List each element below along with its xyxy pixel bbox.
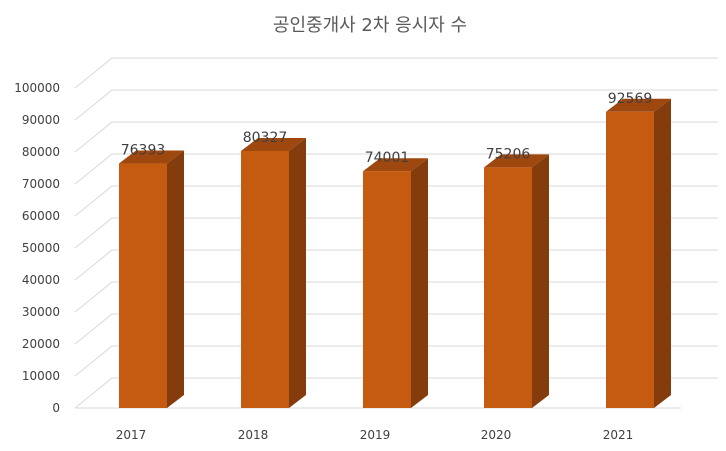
bar-top bbox=[241, 137, 306, 151]
bar-top bbox=[363, 158, 428, 172]
bar-2021 bbox=[606, 98, 671, 408]
gridline-diagonal bbox=[74, 377, 113, 409]
y-tick-label: 70000 bbox=[22, 177, 60, 191]
bar-side bbox=[654, 98, 671, 408]
y-axis: 0 10000 20000 30000 40000 50000 60000 70000 8000… bbox=[14, 81, 60, 415]
x-tick-label: 2020 bbox=[481, 428, 512, 442]
gridline-diagonal bbox=[74, 281, 113, 313]
bars bbox=[119, 98, 671, 408]
bar-front bbox=[119, 163, 167, 408]
gridline-diagonal bbox=[74, 57, 113, 89]
chart-title: 공인중개사 2차 응시자 수 bbox=[273, 15, 467, 36]
gridline-diagonal bbox=[74, 121, 113, 153]
gridline-diagonal bbox=[74, 345, 113, 377]
bar-2019 bbox=[363, 158, 428, 408]
bar-front bbox=[606, 111, 654, 408]
bar-top bbox=[119, 150, 184, 164]
y-tick-label: 100000 bbox=[14, 81, 60, 95]
bar-side bbox=[411, 158, 428, 408]
bar-2017 bbox=[119, 150, 184, 408]
y-tick-label: 10000 bbox=[22, 369, 60, 383]
bar-top bbox=[606, 98, 671, 112]
bar-side bbox=[289, 137, 306, 408]
bar-top bbox=[484, 154, 549, 168]
data-label: 74001 bbox=[365, 150, 410, 166]
bar-2018 bbox=[241, 137, 306, 408]
bar-front bbox=[363, 171, 411, 408]
gridline-diagonal bbox=[74, 185, 113, 217]
x-tick-label: 2018 bbox=[238, 428, 269, 442]
y-tick-label: 30000 bbox=[22, 305, 60, 319]
y-tick-label: 90000 bbox=[22, 113, 60, 127]
y-tick-label: 80000 bbox=[22, 145, 60, 159]
x-axis: 2017 2018 2019 2020 2021 bbox=[116, 428, 634, 442]
x-tick-label: 2019 bbox=[360, 428, 391, 442]
data-label: 92569 bbox=[608, 91, 653, 107]
x-tick-label: 2021 bbox=[603, 428, 634, 442]
bar-side bbox=[532, 154, 549, 408]
bar-front bbox=[484, 167, 532, 408]
x-tick-label: 2017 bbox=[116, 428, 147, 442]
gridline-diagonal bbox=[74, 249, 113, 281]
gridline-diagonal bbox=[74, 217, 113, 249]
data-label: 76393 bbox=[121, 143, 166, 159]
bar-2020 bbox=[484, 154, 549, 408]
y-tick-label: 60000 bbox=[22, 209, 60, 223]
bar-side bbox=[167, 150, 184, 408]
gridline-diagonal bbox=[74, 313, 113, 345]
y-tick-label: 0 bbox=[52, 401, 60, 415]
data-label: 75206 bbox=[486, 146, 531, 162]
gridline-diagonal bbox=[74, 89, 113, 121]
gridline-diagonal bbox=[74, 153, 113, 185]
data-labels: 76393 80327 74001 75206 92569 bbox=[121, 91, 653, 166]
y-tick-label: 50000 bbox=[22, 241, 60, 255]
data-label: 80327 bbox=[243, 130, 288, 146]
y-tick-label: 40000 bbox=[22, 273, 60, 287]
bar-front bbox=[241, 150, 289, 408]
y-tick-label: 20000 bbox=[22, 337, 60, 351]
